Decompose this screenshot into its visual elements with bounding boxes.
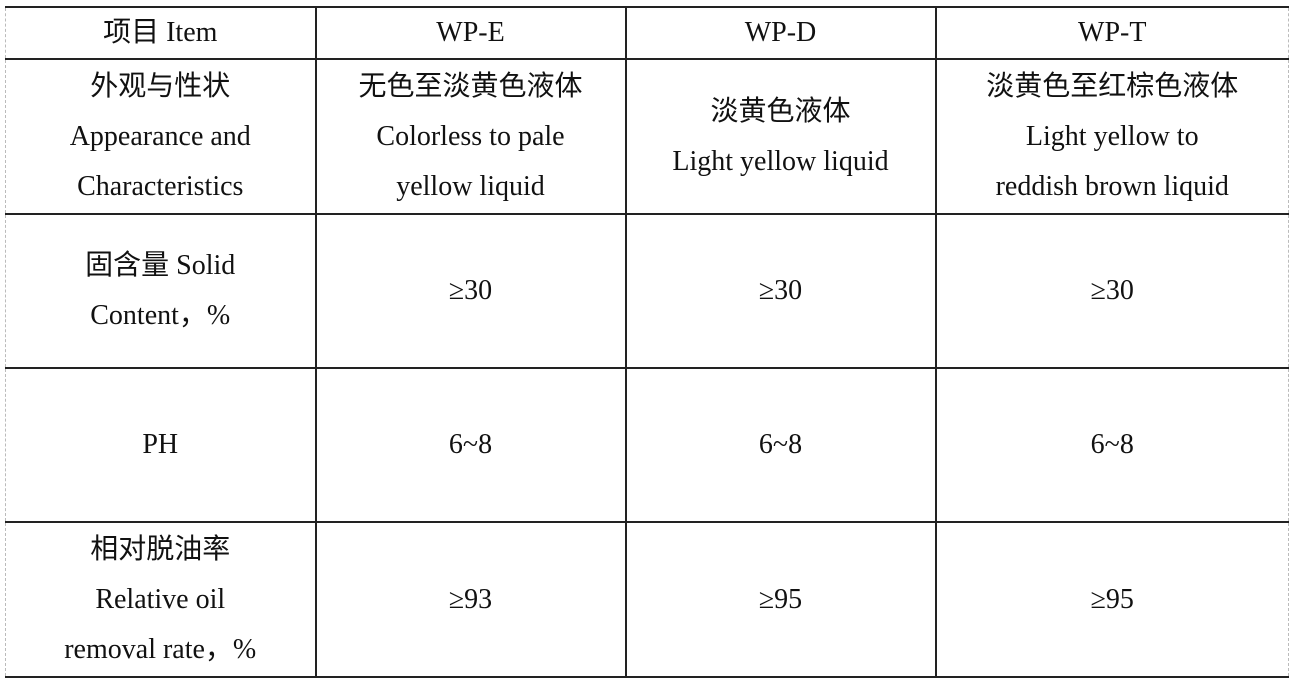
cell-text: PH	[142, 429, 179, 460]
cell-text: ≥95	[1090, 583, 1134, 615]
cell-text: ≥30	[448, 275, 493, 306]
value-cell: ≥30	[934, 213, 1289, 369]
table-row: PH 6~8 6~8 6~8	[5, 367, 1289, 523]
cell-text: reddish brown liquid	[995, 170, 1229, 202]
cell-text: Colorless to pale	[376, 120, 565, 152]
cell-text: ≥93	[448, 583, 493, 615]
cell-text: ≥30	[758, 275, 803, 306]
value-cell: 淡黄色至红棕色液体 Light yellow to reddish brown li…	[934, 58, 1289, 215]
value-cell: ≥93	[314, 521, 627, 678]
item-cell: 固含量 Solid Content，%	[5, 213, 317, 369]
value-cell: ≥95	[934, 521, 1289, 678]
item-cell: 相对脱油率 Relative oil removal rate，%	[5, 521, 317, 678]
cell-text: 淡黄色至红棕色液体	[986, 70, 1239, 102]
cell-text: 6~8	[758, 429, 803, 460]
cell-text: 无色至淡黄色液体	[358, 70, 583, 102]
value-cell: 6~8	[624, 367, 937, 523]
cell-text: ≥30	[1090, 275, 1134, 306]
cell-text: Content，%	[90, 300, 231, 331]
cell-text: Light yellow liquid	[672, 145, 889, 177]
value-cell: ≥95	[624, 521, 937, 678]
item-cell: PH	[5, 367, 317, 523]
cell-text: Appearance and	[69, 120, 251, 152]
cell-text: 6~8	[448, 429, 493, 460]
properties-table: 项目 Item WP-E WP-D WP-T 外观与性状 Appearance a…	[5, 6, 1289, 678]
value-cell: ≥30	[314, 213, 627, 369]
cell-text: yellow liquid	[396, 170, 545, 202]
header-row: 项目 Item WP-E WP-D WP-T	[5, 6, 1289, 60]
value-cell: 淡黄色液体 Light yellow liquid	[624, 58, 937, 215]
header-item: 项目 Item	[5, 6, 317, 60]
table-row: 外观与性状 Appearance and Characteristics 无色至淡黄色…	[5, 58, 1289, 215]
cell-text: Light yellow to	[1025, 120, 1199, 152]
cell-text: removal rate，%	[64, 633, 257, 665]
cell-text: 外观与性状	[90, 70, 231, 102]
table-row: 相对脱油率 Relative oil removal rate，% ≥93 ≥95 ≥95	[5, 521, 1289, 678]
item-cell: 外观与性状 Appearance and Characteristics	[5, 58, 317, 215]
cell-text: ≥95	[758, 583, 803, 615]
cell-text: 6~8	[1090, 429, 1134, 460]
header-wp-t: WP-T	[934, 6, 1289, 60]
table-row: 固含量 Solid Content，% ≥30 ≥30 ≥30	[5, 213, 1289, 369]
cell-text: 固含量 Solid	[85, 250, 236, 281]
cell-text: 淡黄色液体	[710, 95, 851, 127]
value-cell: ≥30	[624, 213, 937, 369]
cell-text: Relative oil	[95, 583, 226, 615]
value-cell: 6~8	[314, 367, 627, 523]
value-cell: 6~8	[934, 367, 1289, 523]
value-cell: 无色至淡黄色液体 Colorless to pale yellow liquid	[314, 58, 627, 215]
cell-text: 相对脱油率	[90, 533, 231, 565]
cell-text: Characteristics	[77, 170, 244, 202]
header-wp-d: WP-D	[624, 6, 937, 60]
header-wp-e: WP-E	[314, 6, 627, 60]
